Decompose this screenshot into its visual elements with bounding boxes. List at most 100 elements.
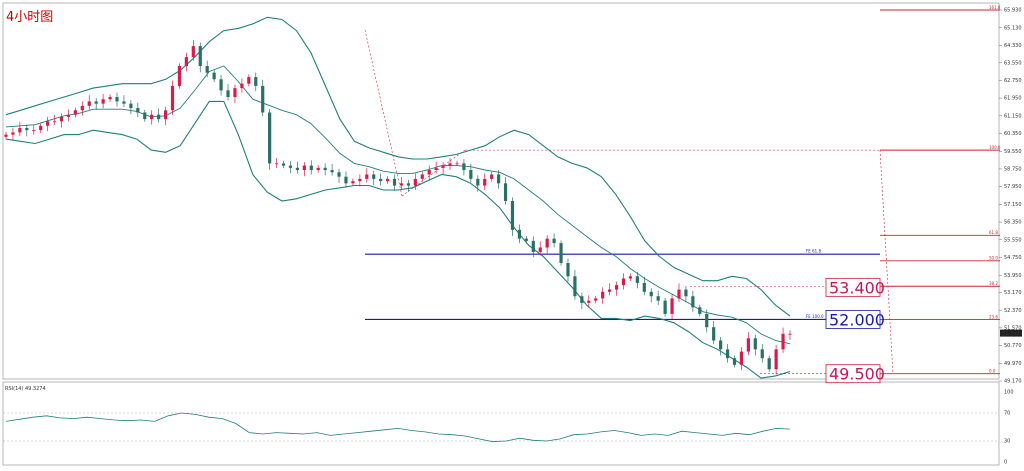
candle-body (143, 112, 147, 120)
candle-body (497, 174, 501, 184)
price-tick-label: 56.350 (1004, 220, 1022, 226)
candle-body (254, 77, 258, 86)
candle-body (725, 349, 730, 359)
price-tick-label: 60.350 (1004, 131, 1022, 137)
callout-box (825, 364, 881, 384)
fib-level-label: 50.0 (989, 256, 998, 261)
candle-body (170, 85, 175, 111)
price-callouts: 53.400 52.000 49.500 (825, 277, 885, 384)
fe-diagonal-1 (364, 29, 403, 197)
candle-body (150, 114, 154, 120)
price-tick-label: 63.550 (1004, 60, 1022, 66)
rsi-panel-frame (2, 381, 1000, 466)
candle-body (274, 163, 279, 165)
candle-body (87, 101, 91, 106)
candle-body (746, 338, 750, 352)
candle-body (323, 167, 327, 171)
rsi-tick-label: 70 (1004, 411, 1010, 417)
candle-body (670, 298, 674, 314)
price-tick-label: 51.570 (1004, 325, 1022, 331)
candle-body (406, 183, 411, 186)
candle-body (413, 178, 417, 186)
callout-box (825, 310, 881, 329)
candle-body (157, 114, 161, 120)
bb-lower-line (5, 100, 791, 379)
candle-body (656, 296, 660, 301)
fib-level-label: 161.8 (989, 5, 1001, 10)
candle-body (136, 108, 140, 113)
candle-body (337, 172, 341, 177)
candle-body (753, 338, 757, 350)
candle-body (608, 289, 612, 292)
candle-body (122, 101, 126, 104)
candle-body (677, 289, 681, 299)
candle-body (455, 163, 459, 165)
rsi-panel: 100 70 30 0 (3, 390, 1014, 466)
candle-body (379, 178, 383, 182)
candle-body (295, 167, 299, 171)
candle-body (517, 229, 522, 239)
candle-body (594, 298, 598, 301)
candle-body (302, 165, 306, 171)
candle-body (233, 88, 237, 97)
price-tick-label: 61.950 (1004, 96, 1022, 102)
candle-body (268, 112, 272, 164)
fib-level-label: 38.2 (989, 281, 998, 286)
price-tick-label: 65.130 (1004, 25, 1022, 31)
candle-body (226, 90, 230, 97)
price-tick-label: 59.550 (1004, 149, 1022, 155)
candle-body (177, 66, 182, 86)
candle-body (614, 285, 619, 290)
rsi-line (5, 412, 791, 443)
candle-body (4, 134, 8, 137)
callout-label: 49.500 (829, 365, 885, 384)
fe-100-line-label: FE 100.0 (806, 314, 824, 319)
candle-body (420, 174, 424, 179)
current-price-label: 51.334 (1002, 331, 1020, 337)
candle-body (330, 170, 334, 173)
candle-body (649, 291, 653, 297)
price-tick-label: 55.550 (1004, 237, 1022, 243)
candle-body (732, 358, 737, 365)
candle-body (309, 165, 313, 171)
candle-body (698, 307, 702, 314)
candle-body (281, 163, 286, 166)
candle-body (205, 66, 209, 73)
bb-upper-line (5, 16, 791, 317)
rsi-label: RSI(14) 49.3274 (5, 386, 46, 392)
candle-body (108, 96, 112, 100)
candle-body (344, 176, 348, 184)
candle-body (663, 300, 667, 314)
candle-body (59, 116, 64, 122)
rsi-tick-label: 100 (1004, 390, 1014, 396)
candle-body (469, 170, 473, 179)
candle-body (288, 165, 293, 168)
candle-body (261, 85, 265, 113)
fe-61-8-line-label: FE 61.8 (806, 249, 821, 254)
candle-body (552, 238, 556, 244)
candle-body (781, 333, 785, 350)
rsi-tick-label: 0 (1004, 460, 1007, 466)
price-tick-label: 54.750 (1004, 255, 1022, 261)
candle-body (115, 96, 119, 102)
rsi-tick-label: 30 (1004, 439, 1010, 445)
candle-body (32, 130, 36, 131)
candle-body (240, 83, 244, 89)
candle-body (94, 101, 98, 104)
candle-body (628, 276, 633, 279)
callout-label: 52.000 (829, 310, 885, 329)
candle-body (52, 121, 57, 123)
candle-body (399, 183, 404, 186)
candle-body (80, 105, 84, 111)
price-tick-label: 52.370 (1004, 308, 1022, 314)
candle-body (719, 340, 723, 350)
candle-body (483, 178, 487, 186)
candle-body (621, 278, 626, 286)
candle-body (760, 349, 764, 359)
price-tick-label: 57.950 (1004, 184, 1022, 190)
candle-body (101, 99, 105, 104)
price-tick-label: 53.950 (1004, 273, 1022, 279)
candle-body (601, 291, 605, 299)
candle-body (642, 282, 646, 292)
callout-label: 53.400 (829, 278, 885, 297)
